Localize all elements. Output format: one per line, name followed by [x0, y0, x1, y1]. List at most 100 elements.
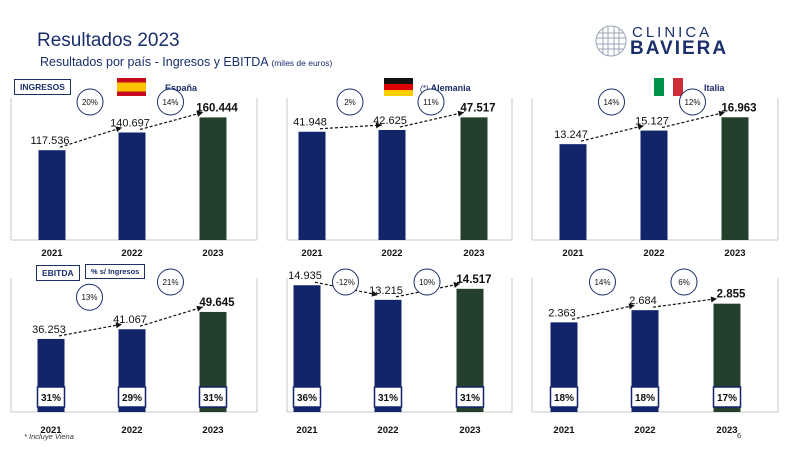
ebitda-spain-growth-circle-2: [157, 268, 184, 296]
ingresos-spain-growth-label-2: 14%: [162, 98, 178, 107]
germany-flag-icon: [384, 78, 413, 96]
ebitda-tag: EBITDA: [36, 265, 80, 281]
ebitda-germany-value-label-2022: 13.215: [369, 285, 403, 297]
ingresos-germany-arrowhead-1: [375, 122, 382, 129]
ebitda-italy-growth-circle-1: [589, 268, 616, 296]
ingresos-spain-tick-2023: 2023: [202, 248, 223, 259]
ebitda-italy-tick-2023: 2023: [716, 425, 737, 436]
ingresos-germany-value-label-2023: 47.517: [460, 102, 495, 114]
ingresos-italy-arrowhead-2: [718, 110, 725, 117]
ingresos-germany-growth-label-1: 2%: [344, 98, 356, 107]
ebitda-italy-margin-box-2022: [630, 386, 660, 408]
country-label-italy: Italia: [704, 83, 725, 93]
germany-note: (*): [420, 84, 429, 93]
ingresos-germany-bar-2021: [298, 131, 326, 240]
ingresos-germany-bar-2023: [460, 117, 488, 240]
logo-clinica-text: CLINICA: [632, 24, 713, 41]
ingresos-italy-growth-arrow-1: [580, 124, 645, 142]
ebitda-spain-arrowhead-1: [115, 322, 122, 329]
ingresos-italy-tick-2021: 2021: [562, 248, 584, 259]
ingresos-germany-tick-2023: 2023: [463, 248, 484, 259]
ebitda-spain-margin-box-2021: [36, 386, 66, 408]
ingresos-germany-tick-2022: 2022: [381, 248, 402, 259]
ebitda-spain-tick-2022: 2022: [121, 425, 142, 436]
ebitda-germany-margin-label-2021: 36%: [297, 393, 317, 404]
ebitda-italy-margin-label-2021: 18%: [554, 393, 574, 404]
ingresos-tag: INGRESOS: [14, 79, 71, 95]
ebitda-spain-margin-label-2023: 31%: [203, 393, 223, 404]
ebitda-germany-growth-label-1: -12%: [336, 278, 355, 287]
ebitda-spain-value-label-2021: 36.253: [32, 324, 66, 336]
ebitda-italy-margin-box-2023: [712, 386, 742, 408]
country-label-spain: España: [165, 83, 198, 93]
ebitda-germany-arrowhead-1: [371, 290, 378, 297]
ingresos-spain-arrowhead-2: [196, 111, 203, 117]
ingresos-germany-tick-2021: 2021: [301, 248, 323, 259]
ingresos-spain-value-label-2023: 160.444: [196, 102, 238, 114]
ebitda-italy-growth-arrow-2: [652, 298, 718, 308]
ingresos-germany-growth-circle-1: [336, 88, 364, 116]
ebitda-germany-margin-box-2022: [373, 386, 403, 408]
ebitda-spain-margin-label-2022: 29%: [122, 393, 142, 404]
country-label-germany: (*) Alemania: [420, 83, 471, 93]
ingresos-italy-bar-2022: [640, 130, 668, 240]
subtitle-text: Resultados por país - Ingresos y EBITDA: [40, 55, 268, 69]
ingresos-italy-value-label-2022: 15.127: [635, 116, 669, 128]
ingresos-germany-growth-arrow-2: [399, 111, 465, 128]
ingresos-spain-growth-arrow-1: [59, 126, 123, 148]
ingresos-spain-growth-label-1: 20%: [82, 98, 98, 107]
ebitda-germany-growth-circle-1: [332, 268, 359, 296]
ebitda-italy-arrowhead-2: [710, 296, 717, 303]
clinica-baviera-logo: [595, 25, 627, 57]
ebitda-italy-growth-arrow-1: [571, 304, 636, 320]
ebitda-italy-margin-label-2023: 17%: [717, 393, 737, 404]
ebitda-germany-growth-circle-2: [413, 268, 441, 296]
ebitda-spain-growth-circle-1: [76, 283, 103, 311]
ebitda-italy-growth-label-1: 14%: [594, 278, 610, 287]
ingresos-spain-value-label-2022: 140.697: [110, 118, 150, 130]
ebitda-italy-tick-2021: 2021: [553, 425, 575, 436]
ingresos-spain-tick-2021: 2021: [41, 248, 63, 259]
ebitda-spain-value-label-2022: 41.067: [113, 314, 147, 326]
ingresos-italy-growth-label-2: 12%: [684, 98, 700, 107]
ingresos-spain-growth-circle-1: [76, 88, 104, 116]
ingresos-spain-bar-2023: [199, 117, 227, 240]
ebitda-italy-value-label-2021: 2.363: [548, 307, 576, 319]
ebitda-italy-margin-label-2022: 18%: [635, 393, 655, 404]
ebitda-spain-growth-label-2: 21%: [162, 278, 178, 287]
page-subtitle: Resultados por país - Ingresos y EBITDA …: [40, 55, 332, 69]
subtitle-unit: (miles de euros): [271, 58, 333, 68]
ingresos-germany-arrowhead-2: [457, 110, 464, 117]
ebitda-spain-growth-arrow-1: [58, 323, 123, 337]
ingresos-germany-growth-label-2: 11%: [423, 98, 438, 107]
footnote: * Incluye Viena: [24, 432, 74, 441]
ebitda-italy-growth-label-2: 6%: [678, 278, 690, 287]
ebitda-germany-growth-label-2: 10%: [419, 278, 435, 287]
ebitda-spain-growth-arrow-2: [139, 306, 204, 327]
ebitda-spain-arrowhead-2: [196, 305, 203, 312]
ingresos-italy-growth-circle-2: [679, 88, 706, 116]
ebitda-germany-tick-2022: 2022: [377, 425, 398, 436]
ingresos-italy-bar-2021: [559, 144, 587, 240]
logo-baviera-text: BAVIERA: [630, 38, 729, 59]
ebitda-spain-growth-label-1: 13%: [81, 293, 97, 302]
ebitda-germany-arrowhead-2: [453, 282, 460, 288]
ingresos-italy-growth-label-1: 14%: [603, 98, 619, 107]
ingresos-germany-growth-arrow-1: [319, 124, 383, 130]
ingresos-spain-growth-circle-2: [157, 88, 184, 116]
ebitda-pct-tag: % s/ Ingresos: [85, 264, 146, 279]
ingresos-spain-bar-2021: [38, 150, 66, 240]
ingresos-germany-bar-2022: [378, 130, 406, 240]
ingresos-italy-arrowhead-1: [637, 124, 644, 130]
ebitda-italy-value-label-2023: 2.855: [717, 289, 746, 301]
ebitda-spain-value-label-2023: 49.645: [199, 297, 235, 309]
ingresos-spain-value-label-2021: 117.536: [31, 135, 70, 147]
ingresos-spain-arrowhead-1: [115, 126, 122, 133]
ingresos-italy-value-label-2021: 13.247: [554, 129, 588, 141]
ingresos-spain-bar-2022: [118, 132, 146, 240]
ebitda-italy-value-label-2022: 2.684: [629, 295, 657, 307]
ingresos-italy-bar-2023: [721, 117, 749, 240]
ebitda-spain-margin-box-2023: [198, 386, 228, 408]
ebitda-germany-value-label-2021: 14.935: [288, 270, 322, 282]
